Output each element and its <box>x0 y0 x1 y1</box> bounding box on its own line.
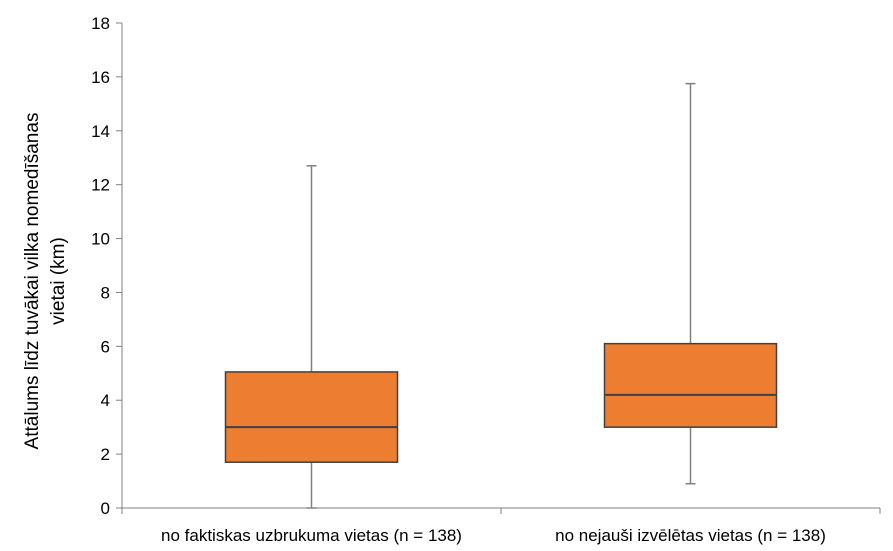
y-axis-title-line-1: Attālums līdz tuvākai vilka nomedīšanas <box>22 113 43 450</box>
y-tick-label-2: 4 <box>101 391 110 410</box>
y-tick-label-7: 14 <box>91 122 110 141</box>
plot-area <box>224 82 778 509</box>
y-axis-title-line-2: vietai (km) <box>48 237 69 325</box>
y-tick-label-5: 10 <box>91 230 110 249</box>
box-1 <box>603 342 778 428</box>
x-axis: no faktiskas uzbrukuma vietas (n = 138) n… <box>121 507 881 545</box>
y-tick-label-8: 16 <box>91 68 110 87</box>
y-axis-title: Attālums līdz tuvākai vilka nomedīšanas … <box>22 113 69 450</box>
y-tick-label-1: 2 <box>101 445 110 464</box>
y-axis: 0 2 4 6 8 10 12 14 16 18 <box>91 14 123 518</box>
y-tick-label-3: 6 <box>101 337 110 356</box>
y-tick-label-0: 0 <box>101 499 110 518</box>
box-group-0 <box>224 165 399 509</box>
box-0 <box>224 371 399 463</box>
x-category-label-1: no nejauši izvēlētas vietas (n = 138) <box>555 526 826 545</box>
y-tick-label-6: 12 <box>91 176 110 195</box>
y-tick-label-4: 8 <box>101 283 110 302</box>
box-group-1 <box>603 82 778 485</box>
x-category-label-0: no faktiskas uzbrukuma vietas (n = 138) <box>161 526 462 545</box>
y-tick-label-9: 18 <box>91 14 110 33</box>
